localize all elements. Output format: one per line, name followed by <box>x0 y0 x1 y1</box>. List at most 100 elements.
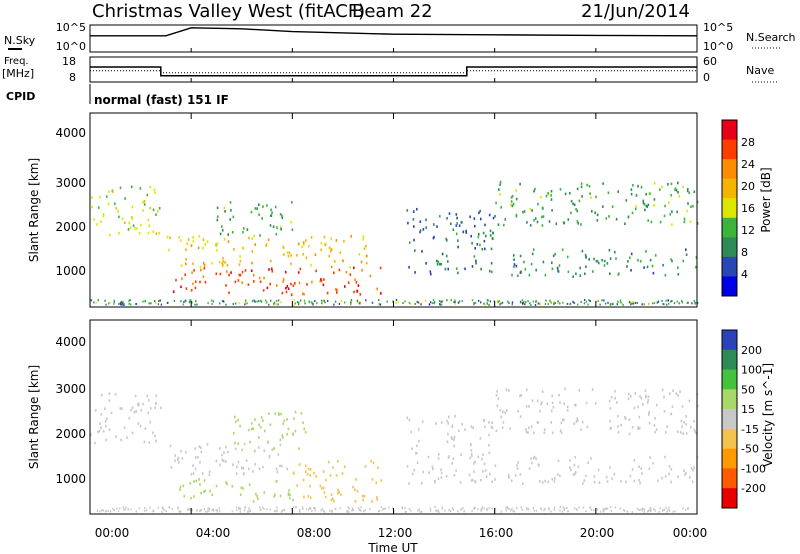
heat-cell <box>155 439 157 443</box>
heat-cell <box>659 220 662 224</box>
heat-cell <box>311 301 313 304</box>
heat-cell <box>168 248 170 252</box>
heat-cell <box>354 278 356 281</box>
heat-cell <box>115 435 117 438</box>
heat-cell <box>262 506 264 509</box>
heat-cell <box>406 209 409 212</box>
heat-cell <box>609 303 612 305</box>
heat-cell <box>178 236 181 239</box>
heat-cell <box>580 223 582 226</box>
heat-cell <box>656 301 658 304</box>
heat-cell <box>440 300 442 303</box>
heat-cell <box>457 301 460 304</box>
heat-cell <box>638 478 640 482</box>
heat-cell <box>619 299 622 302</box>
heat-cell <box>553 302 555 305</box>
heat-cell <box>276 470 279 474</box>
heat-cell <box>448 455 450 458</box>
heat-cell <box>239 424 241 428</box>
heat-cell <box>470 452 473 456</box>
heat-cell <box>668 509 671 512</box>
heat-cell <box>681 405 684 408</box>
heat-cell <box>136 227 138 230</box>
heat-cell <box>119 507 121 510</box>
heat-cell <box>527 431 529 434</box>
heat-cell <box>270 259 272 263</box>
heat-cell <box>502 421 505 424</box>
heat-cell <box>591 210 593 213</box>
heat-cell <box>152 208 155 212</box>
heat-cell <box>307 467 310 471</box>
heat-cell <box>276 284 278 287</box>
heat-cell <box>296 301 299 304</box>
heat-cell <box>222 257 224 260</box>
heat-cell <box>248 507 250 510</box>
heat-cell <box>581 195 583 198</box>
heat-cell <box>602 510 604 513</box>
heat-cell <box>531 399 534 402</box>
xtick-12: 12:00 <box>378 526 413 540</box>
power-ytick-3000: 3000 <box>55 176 86 190</box>
heat-cell <box>435 422 437 425</box>
heat-cell <box>551 401 554 405</box>
heat-cell <box>377 510 380 513</box>
heat-cell <box>405 510 407 513</box>
heat-cell <box>671 223 673 226</box>
heat-cell <box>356 489 359 493</box>
heat-cell <box>598 481 601 484</box>
heat-cell <box>620 423 622 427</box>
heat-cell <box>695 256 698 259</box>
heat-cell <box>343 465 346 469</box>
heat-cell <box>96 223 98 226</box>
heat-cell <box>268 268 270 271</box>
heat-cell <box>335 239 338 242</box>
heat-cell <box>550 301 552 304</box>
heat-cell <box>576 209 579 213</box>
heat-cell <box>276 509 278 512</box>
heat-cell <box>96 509 99 512</box>
heat-cell <box>683 421 685 424</box>
heat-cell <box>140 223 142 227</box>
heat-cell <box>670 480 672 484</box>
heat-cell <box>223 451 225 454</box>
heat-cell <box>321 302 323 305</box>
heat-cell <box>293 303 295 306</box>
heat-cell <box>580 428 582 431</box>
heat-cell <box>211 261 214 265</box>
heat-cell <box>235 420 237 423</box>
heat-cell <box>118 303 120 305</box>
heat-cell <box>226 264 229 267</box>
heat-cell <box>185 287 188 290</box>
heat-cell <box>589 300 591 302</box>
heat-cell <box>219 447 221 450</box>
heat-cell <box>458 429 460 433</box>
heat-cell <box>441 507 443 510</box>
heat-cell <box>238 302 240 305</box>
heat-cell <box>497 223 500 226</box>
heat-cell <box>483 507 485 510</box>
heat-cell <box>617 300 619 303</box>
heat-cell <box>541 206 544 210</box>
heat-cell <box>223 206 226 210</box>
heat-cell <box>439 215 441 218</box>
heat-cell <box>114 202 116 206</box>
heat-cell <box>258 213 260 216</box>
heat-cell <box>667 299 669 302</box>
heat-cell <box>663 303 665 306</box>
heat-cell <box>524 303 526 306</box>
heat-cell <box>499 183 501 186</box>
heat-cell <box>298 463 301 466</box>
heat-cell <box>509 427 511 430</box>
heat-cell <box>429 507 431 510</box>
heat-cell <box>436 263 439 266</box>
heat-cell <box>337 488 339 492</box>
heat-cell <box>654 430 656 434</box>
heat-cell <box>534 217 537 220</box>
heat-cell <box>569 466 571 469</box>
heat-cell <box>225 445 227 449</box>
heat-cell <box>235 472 238 475</box>
heat-cell <box>462 507 464 510</box>
heat-cell <box>473 507 476 510</box>
heat-cell <box>291 201 293 204</box>
heat-cell <box>265 242 268 246</box>
